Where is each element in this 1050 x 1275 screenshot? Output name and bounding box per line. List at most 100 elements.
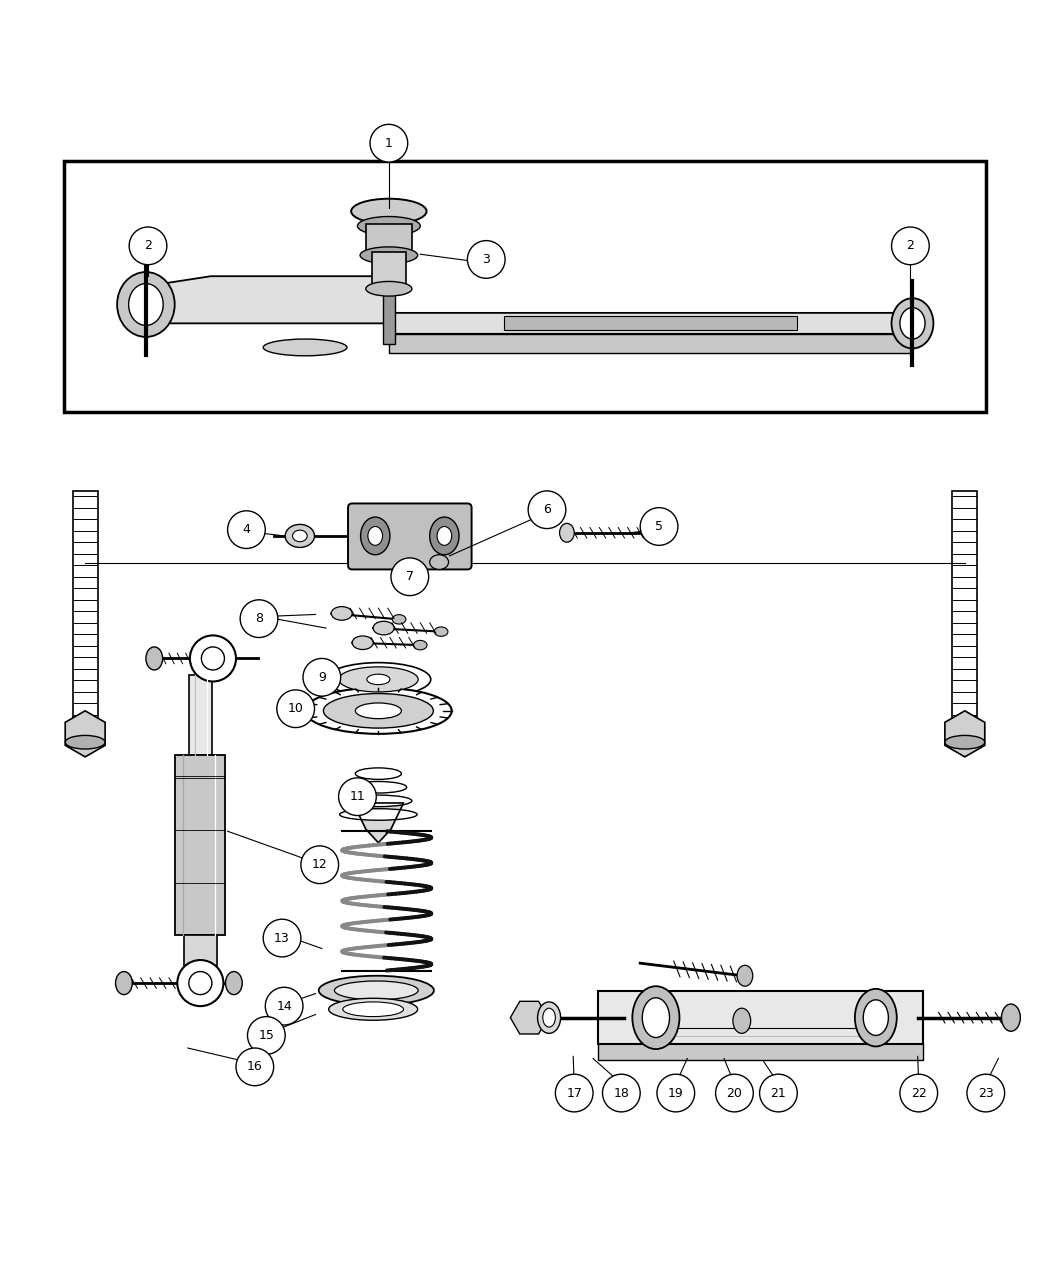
Polygon shape [510,1001,548,1034]
Text: 5: 5 [655,520,663,533]
Polygon shape [945,710,985,757]
Text: 11: 11 [350,790,365,803]
Circle shape [716,1075,753,1112]
Ellipse shape [632,987,679,1049]
Ellipse shape [344,796,412,807]
Text: 18: 18 [613,1086,629,1099]
Ellipse shape [352,636,373,649]
Ellipse shape [737,965,753,987]
Text: 19: 19 [668,1086,684,1099]
Text: 23: 23 [978,1086,993,1099]
Circle shape [301,845,338,884]
Text: 2: 2 [144,240,152,252]
Text: 2: 2 [906,240,915,252]
Ellipse shape [118,272,174,337]
Ellipse shape [226,972,243,995]
Circle shape [891,227,929,265]
Circle shape [264,919,301,958]
Ellipse shape [658,527,675,539]
Circle shape [303,658,340,696]
Ellipse shape [945,736,985,748]
Circle shape [236,1048,274,1086]
Ellipse shape [368,527,382,546]
Ellipse shape [560,523,574,542]
Ellipse shape [429,555,448,570]
Ellipse shape [393,615,406,623]
Circle shape [266,987,303,1025]
Bar [952,491,978,727]
Polygon shape [388,334,912,353]
Circle shape [129,227,167,265]
Ellipse shape [855,989,897,1047]
FancyBboxPatch shape [348,504,471,570]
Ellipse shape [355,768,401,779]
Ellipse shape [414,640,427,650]
Ellipse shape [331,607,352,620]
Circle shape [467,241,505,278]
Ellipse shape [357,217,420,236]
Circle shape [759,1075,797,1112]
Polygon shape [143,277,912,334]
Ellipse shape [319,975,434,1005]
Text: 9: 9 [318,671,326,683]
Text: 1: 1 [385,136,393,149]
Ellipse shape [65,736,105,748]
Ellipse shape [350,782,406,793]
Circle shape [555,1075,593,1112]
Bar [504,316,797,330]
Circle shape [177,960,224,1006]
Circle shape [391,558,428,595]
Bar [72,491,98,727]
Ellipse shape [863,1000,888,1035]
Circle shape [603,1075,640,1112]
Ellipse shape [264,339,346,356]
Ellipse shape [327,663,430,696]
Bar [184,935,217,974]
Ellipse shape [543,1009,555,1028]
Bar [372,252,405,288]
Ellipse shape [1002,1003,1021,1031]
Circle shape [190,635,236,681]
Text: 12: 12 [312,858,328,871]
Ellipse shape [355,703,401,719]
Circle shape [370,125,407,162]
Bar [382,287,395,344]
Ellipse shape [129,283,163,325]
Bar [64,161,986,412]
Circle shape [202,646,225,669]
Ellipse shape [329,998,418,1020]
Text: 6: 6 [543,504,551,516]
Ellipse shape [323,694,434,728]
Text: 4: 4 [243,523,250,536]
Text: 14: 14 [276,1000,292,1012]
Ellipse shape [286,524,315,547]
Ellipse shape [733,1009,751,1033]
Ellipse shape [429,518,459,555]
Polygon shape [353,803,403,843]
Ellipse shape [339,808,417,820]
Ellipse shape [435,627,448,636]
Bar [365,224,412,255]
Ellipse shape [293,530,308,542]
Text: 21: 21 [771,1086,786,1099]
Circle shape [338,778,376,816]
Text: 10: 10 [288,703,303,715]
Ellipse shape [338,667,418,692]
Circle shape [248,1016,286,1054]
Ellipse shape [116,972,132,995]
Circle shape [189,972,212,995]
Text: 13: 13 [274,932,290,945]
Ellipse shape [437,527,451,546]
Circle shape [528,491,566,529]
Circle shape [277,690,315,728]
Bar [175,755,226,935]
Circle shape [228,511,266,548]
Ellipse shape [373,621,394,635]
Ellipse shape [306,687,452,734]
Text: 22: 22 [911,1086,927,1099]
Ellipse shape [146,646,163,669]
Ellipse shape [360,518,390,555]
Ellipse shape [334,980,418,1000]
Text: 3: 3 [482,252,490,266]
Ellipse shape [365,282,412,296]
